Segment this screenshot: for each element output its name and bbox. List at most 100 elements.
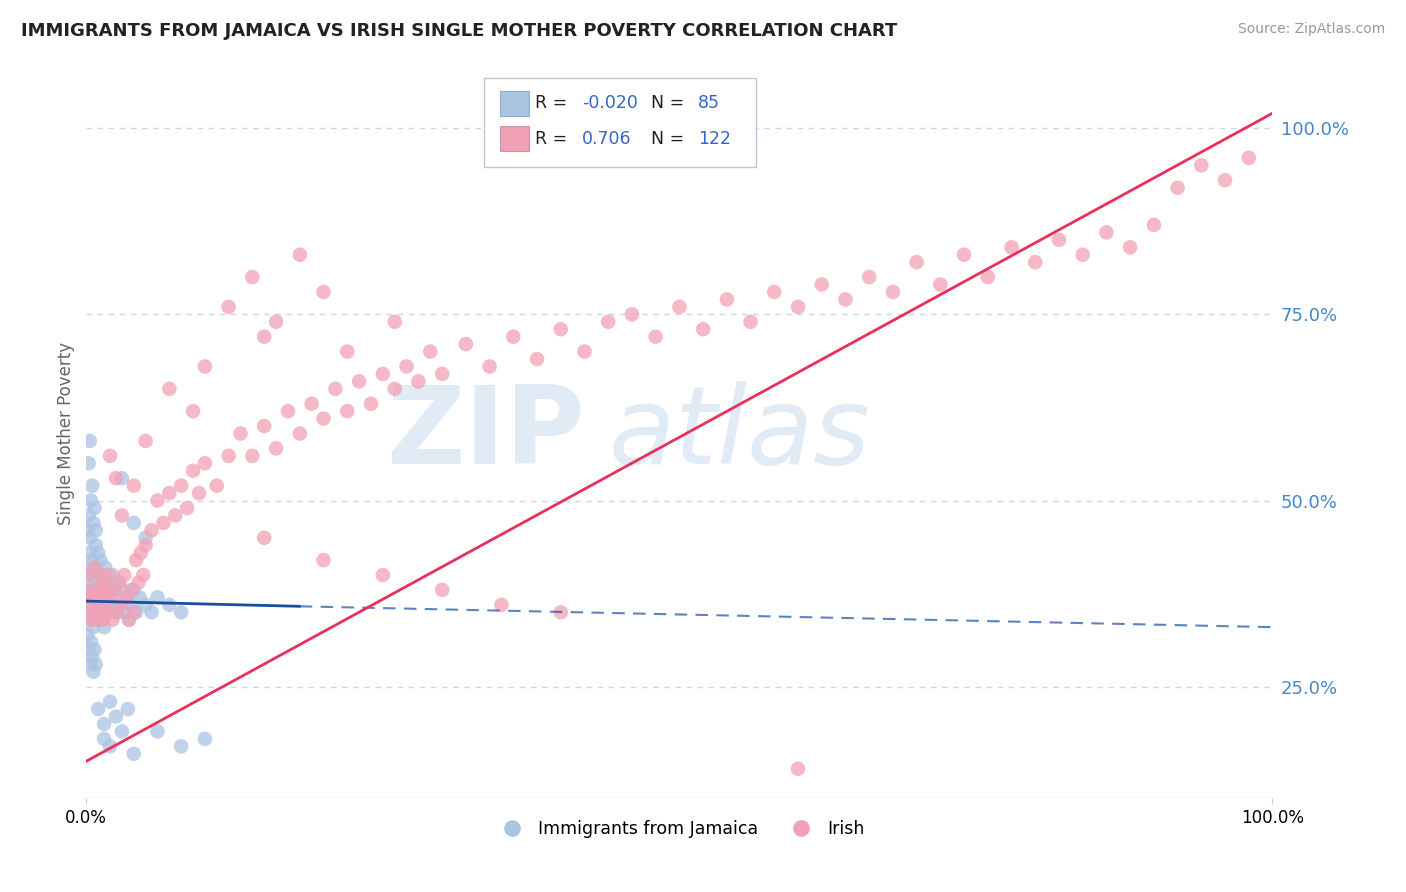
Point: [716, 293, 738, 307]
Point: [620, 307, 643, 321]
Text: R =: R =: [534, 94, 572, 112]
Point: [502, 329, 524, 343]
Point: [111, 598, 134, 612]
Point: [100, 598, 122, 612]
Text: 122: 122: [699, 129, 731, 147]
Point: [135, 531, 157, 545]
Point: [98, 739, 121, 754]
Point: [82, 650, 104, 665]
Point: [430, 367, 453, 381]
Point: [89, 553, 111, 567]
Text: ZIP: ZIP: [387, 381, 585, 486]
Point: [384, 315, 406, 329]
Point: [205, 478, 228, 492]
Point: [104, 709, 127, 723]
Point: [98, 449, 121, 463]
Point: [97, 605, 120, 619]
Point: [82, 665, 104, 679]
Point: [692, 322, 714, 336]
Point: [1143, 218, 1166, 232]
Point: [419, 344, 441, 359]
Point: [157, 598, 180, 612]
Point: [141, 605, 163, 619]
Point: [80, 493, 103, 508]
Point: [336, 344, 359, 359]
Point: [115, 591, 138, 605]
Point: [82, 620, 104, 634]
Point: [188, 486, 211, 500]
Point: [312, 285, 335, 299]
Point: [120, 582, 142, 597]
Point: [84, 524, 107, 538]
Point: [312, 553, 335, 567]
Y-axis label: Single Mother Poverty: Single Mother Poverty: [58, 342, 75, 525]
Point: [111, 582, 134, 597]
Point: [104, 605, 127, 619]
Point: [86, 568, 108, 582]
Point: [253, 329, 276, 343]
Point: [408, 375, 430, 389]
Point: [229, 426, 252, 441]
Point: [277, 404, 299, 418]
Point: [125, 553, 148, 567]
Point: [194, 359, 217, 374]
Point: [491, 598, 513, 612]
Point: [1237, 151, 1260, 165]
Point: [347, 375, 370, 389]
Point: [111, 471, 134, 485]
Point: [834, 293, 856, 307]
Point: [810, 277, 832, 292]
Point: [91, 568, 114, 582]
Point: [103, 591, 125, 605]
Point: [146, 591, 169, 605]
Point: [83, 500, 105, 515]
Point: [80, 613, 103, 627]
Point: [77, 456, 100, 470]
Point: [644, 329, 666, 343]
Point: [122, 516, 145, 530]
Point: [1047, 233, 1070, 247]
Point: [118, 613, 141, 627]
Point: [90, 582, 112, 597]
Point: [194, 456, 217, 470]
Point: [77, 642, 100, 657]
Point: [82, 582, 104, 597]
Point: [122, 582, 145, 597]
Point: [1189, 158, 1212, 172]
Point: [82, 598, 104, 612]
Point: [82, 575, 104, 590]
FancyBboxPatch shape: [501, 126, 529, 151]
Point: [526, 351, 548, 366]
Point: [111, 508, 134, 523]
Point: [128, 591, 150, 605]
Text: 85: 85: [699, 94, 720, 112]
Point: [181, 464, 204, 478]
Point: [94, 560, 117, 574]
Point: [395, 359, 418, 374]
Point: [218, 449, 240, 463]
Point: [977, 270, 1000, 285]
Point: [157, 486, 180, 500]
Point: [176, 500, 198, 515]
Point: [86, 613, 108, 627]
Point: [1024, 255, 1046, 269]
Point: [79, 531, 101, 545]
Point: [96, 598, 118, 612]
Point: [79, 434, 101, 448]
Point: [264, 315, 287, 329]
Point: [96, 582, 118, 597]
Point: [740, 315, 762, 329]
Point: [82, 605, 104, 619]
Point: [146, 724, 169, 739]
Point: [1213, 173, 1236, 187]
Point: [787, 762, 810, 776]
Point: [93, 620, 115, 634]
Point: [108, 575, 131, 590]
Point: [89, 605, 111, 619]
Point: [1119, 240, 1142, 254]
Text: R =: R =: [534, 129, 572, 147]
Point: [253, 419, 276, 434]
Point: [108, 598, 131, 612]
Point: [118, 613, 141, 627]
Point: [384, 382, 406, 396]
